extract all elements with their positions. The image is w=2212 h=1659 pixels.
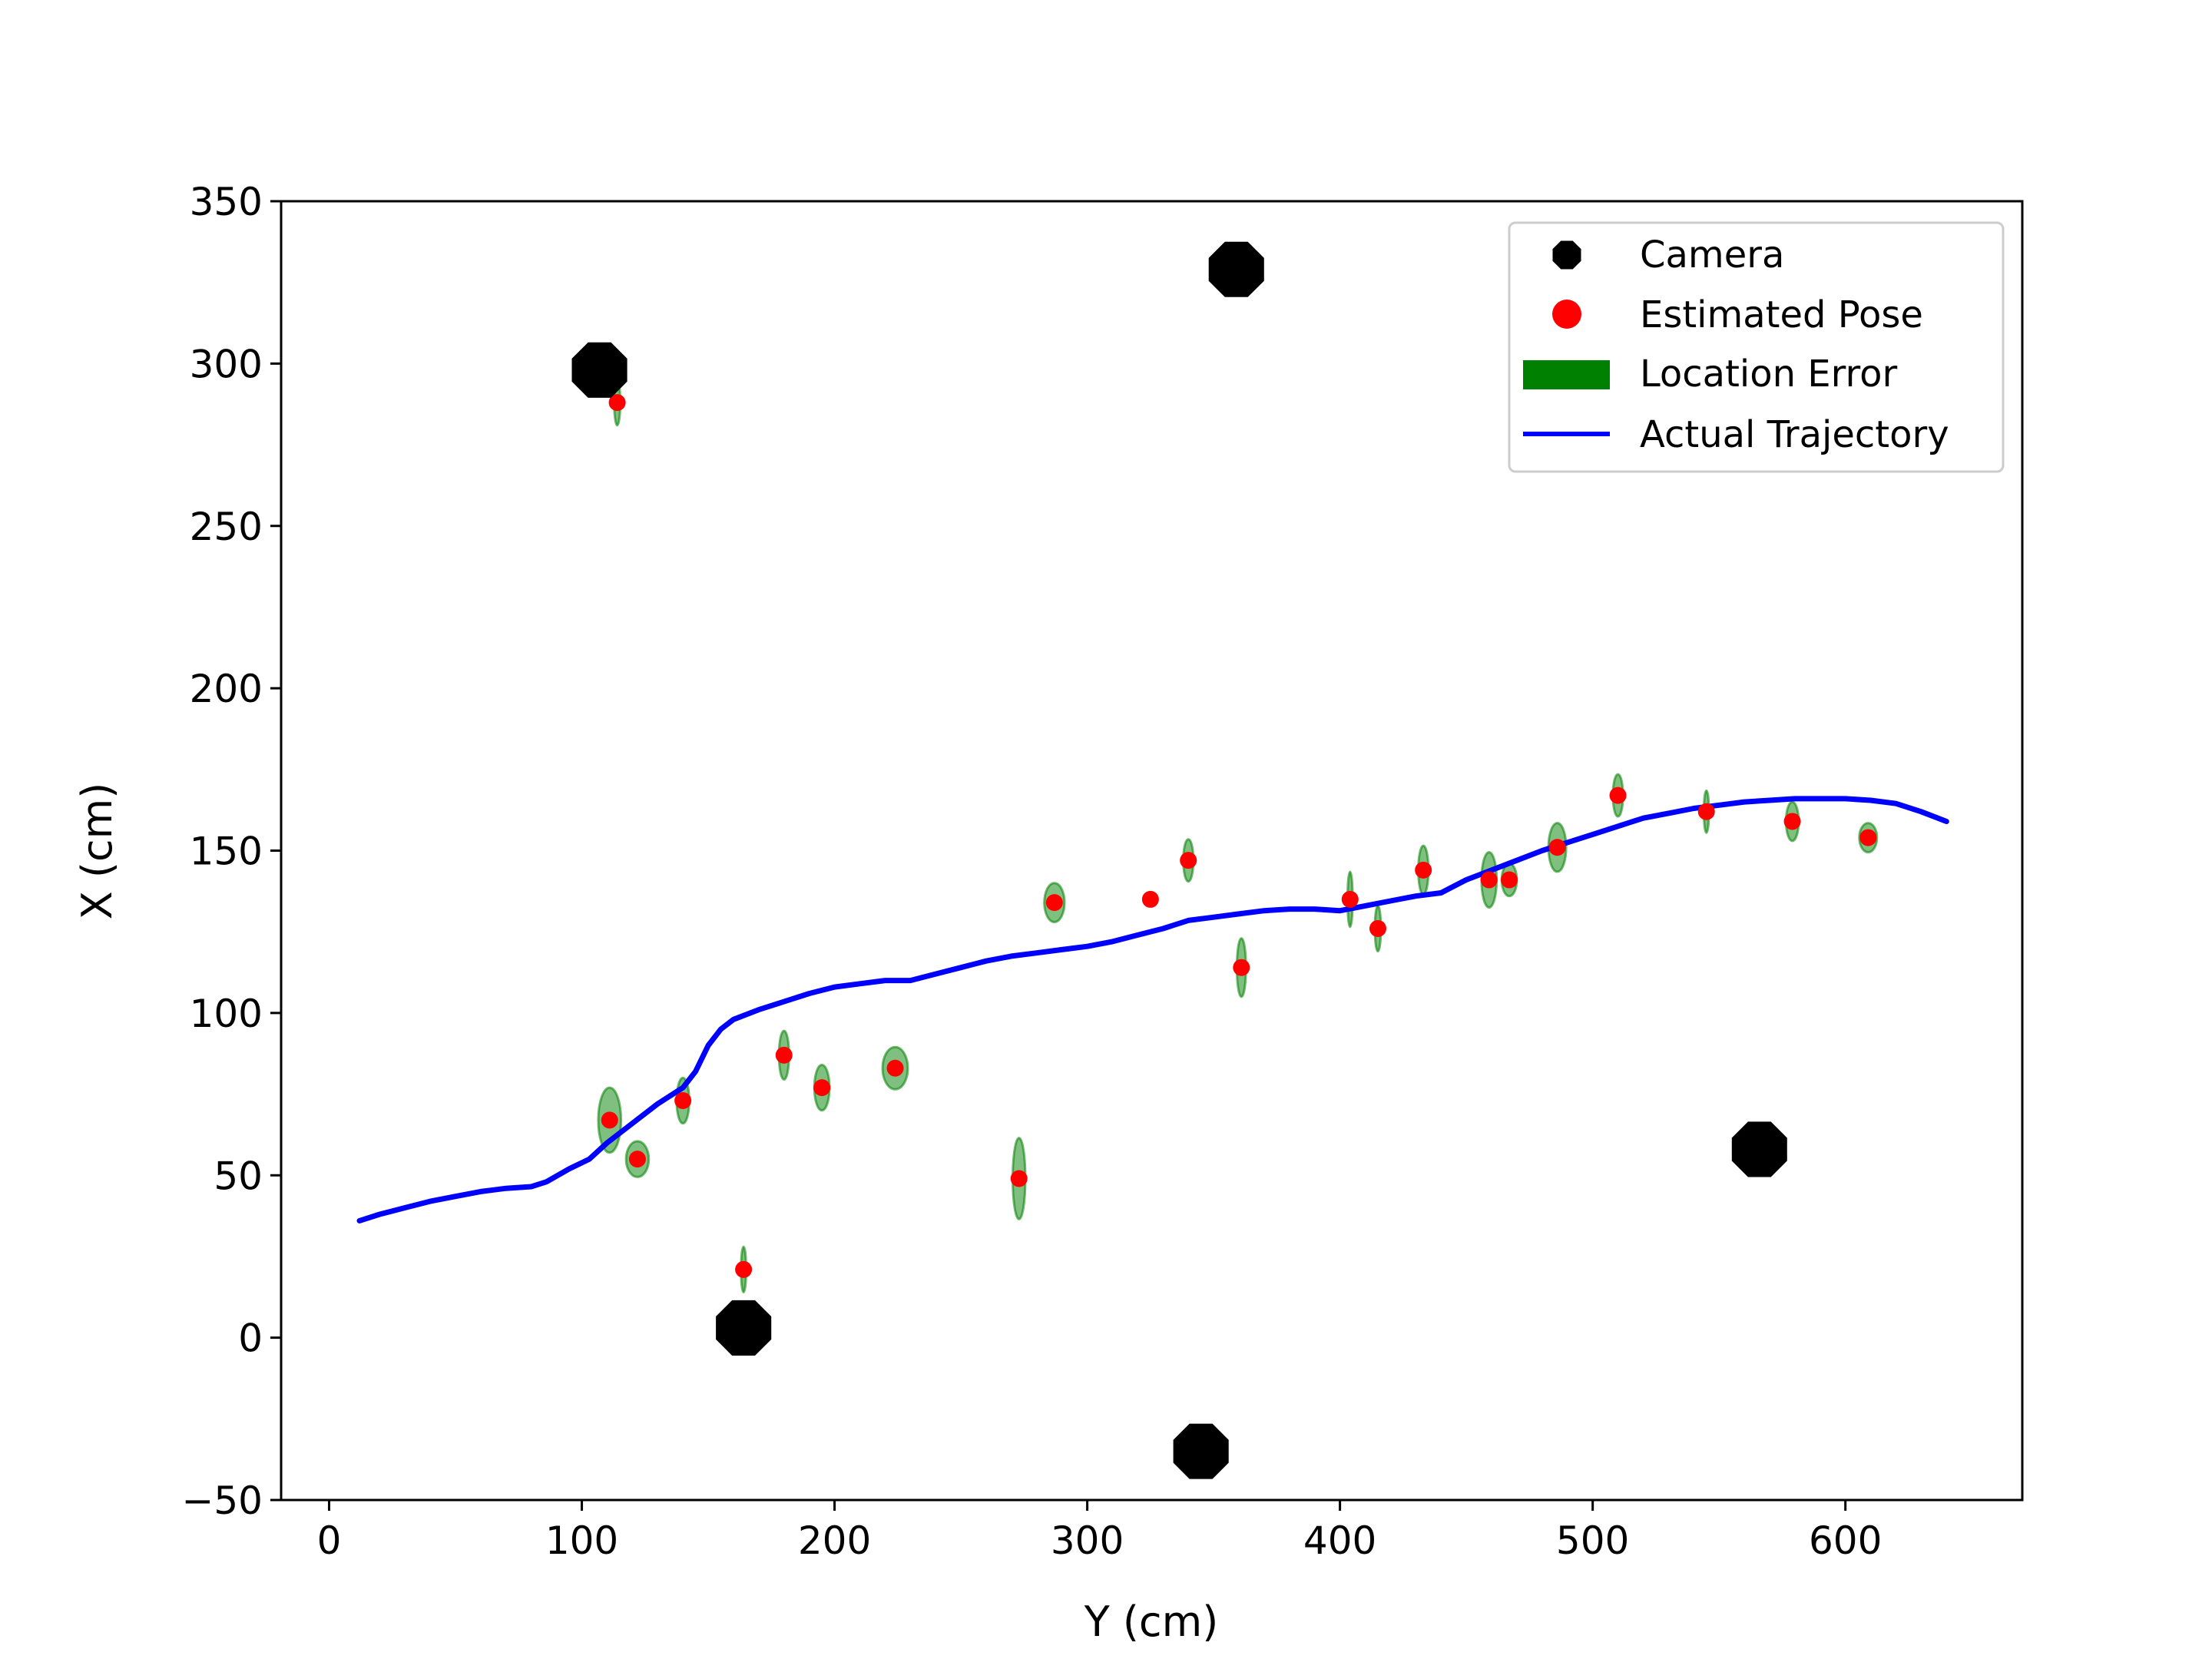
- camera-octagon-icon: [1552, 240, 1581, 270]
- estimated-pose-point: [628, 1151, 646, 1168]
- x-axis: 0 100 200 300 400 500 600: [317, 1500, 1882, 1563]
- legend-entry-estimated-pose: Estimated Pose: [1552, 293, 1923, 336]
- estimated-pose-layer: [601, 394, 1877, 1278]
- estimated-pose-point: [1180, 852, 1197, 869]
- x-axis-label: Y (cm): [1084, 1598, 1219, 1646]
- y-tick-label: 100: [190, 992, 263, 1036]
- estimated-pose-point: [674, 1092, 692, 1110]
- y-tick-label: 150: [190, 830, 263, 874]
- legend-entry-location-error: Location Error: [1523, 353, 1898, 396]
- estimated-pose-point: [886, 1059, 904, 1077]
- legend-box: [1508, 221, 2005, 473]
- y-axis: −50 0 50 100 150 200 250 300 350: [181, 180, 281, 1523]
- estimated-pose-point: [1480, 871, 1498, 889]
- y-tick-label: 200: [190, 667, 263, 711]
- y-tick-label: 350: [190, 180, 263, 224]
- estimated-pose-point: [1341, 890, 1359, 908]
- estimated-pose-point: [601, 1111, 618, 1129]
- location-error-swatch-icon: [1523, 360, 1610, 389]
- legend: Camera Estimated Pose Location Error Act…: [1508, 221, 2005, 473]
- legend-entry-camera: Camera: [1552, 233, 1784, 276]
- y-tick-label: −50: [181, 1479, 263, 1523]
- y-tick-label: 50: [214, 1154, 263, 1198]
- camera-marker: [1208, 241, 1264, 297]
- estimated-pose-point: [1501, 871, 1518, 889]
- x-tick-label: 0: [317, 1518, 342, 1563]
- x-tick-label: 300: [1051, 1518, 1124, 1563]
- y-tick-label: 300: [190, 342, 263, 386]
- estimated-pose-point: [813, 1079, 831, 1097]
- estimated-pose-point: [1010, 1170, 1028, 1187]
- estimated-pose-point: [1369, 919, 1386, 937]
- camera-marker: [571, 342, 628, 398]
- camera-layer: [571, 241, 1787, 1479]
- camera-marker: [1731, 1121, 1787, 1177]
- x-tick-label: 500: [1556, 1518, 1629, 1563]
- estimated-pose-point: [1697, 803, 1715, 820]
- estimated-pose-point: [1415, 861, 1432, 879]
- y-axis-label: X (cm): [73, 783, 121, 920]
- y-tick-label: 250: [190, 505, 263, 549]
- estimated-pose-point: [608, 394, 626, 412]
- legend-entry-actual-trajectory: Actual Trajectory: [1523, 413, 1949, 456]
- estimated-pose-point: [1548, 839, 1566, 856]
- estimated-pose-point: [735, 1260, 753, 1278]
- trajectory-layer: [356, 796, 1949, 1224]
- legend-label-actual-trajectory: Actual Trajectory: [1640, 413, 1949, 456]
- x-tick-label: 100: [545, 1518, 618, 1563]
- legend-label-estimated-pose: Estimated Pose: [1640, 293, 1923, 336]
- estimated-pose-point: [1609, 786, 1627, 804]
- legend-label-location-error: Location Error: [1640, 353, 1898, 396]
- estimated-pose-dot-icon: [1552, 300, 1581, 329]
- x-tick-label: 400: [1303, 1518, 1376, 1563]
- estimated-pose-point: [1783, 813, 1801, 830]
- estimated-pose-point: [1233, 959, 1250, 976]
- camera-marker: [716, 1300, 772, 1356]
- estimated-pose-point: [775, 1046, 793, 1064]
- x-tick-label: 200: [798, 1518, 871, 1563]
- estimated-pose-point: [1141, 890, 1159, 908]
- x-tick-label: 600: [1809, 1518, 1882, 1563]
- actual-trajectory-line: [356, 796, 1949, 1224]
- y-tick-label: 0: [238, 1316, 263, 1361]
- camera-marker: [1173, 1423, 1229, 1479]
- legend-label-camera: Camera: [1640, 233, 1784, 276]
- estimated-pose-point: [1859, 829, 1877, 846]
- estimated-pose-point: [1045, 894, 1063, 912]
- plot-area: [356, 241, 1949, 1479]
